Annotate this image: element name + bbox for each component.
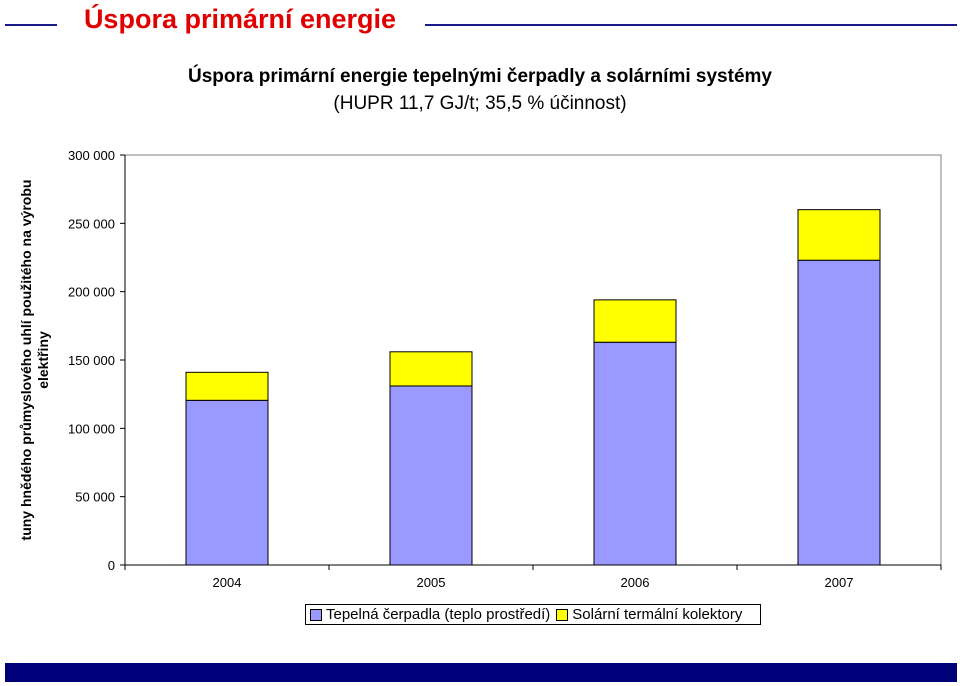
legend: Tepelná čerpadla (teplo prostředí) Solár… xyxy=(305,604,761,625)
y-tick-label: 50 000 xyxy=(75,490,115,505)
legend-label-heat-pumps: Tepelná čerpadla (teplo prostředí) xyxy=(326,606,551,623)
legend-item-heat-pumps: Tepelná čerpadla (teplo prostředí) xyxy=(310,606,550,623)
chart-title: Úspora primární energie tepelnými čerpad… xyxy=(188,66,772,87)
y-tick-label: 150 000 xyxy=(68,353,115,368)
legend-swatch-heat-pumps xyxy=(310,608,322,621)
slide-title: Úspora primární energie xyxy=(60,4,420,35)
y-tick-label: 100 000 xyxy=(68,421,115,436)
header-line-right xyxy=(425,24,957,26)
x-tick-label: 2004 xyxy=(213,575,242,590)
x-tick-label: 2005 xyxy=(417,575,446,590)
y-tick-label: 300 000 xyxy=(68,148,115,163)
legend-item-solar: Solární termální kolektory xyxy=(556,606,742,623)
bars xyxy=(185,209,881,566)
x-tick-label: 2006 xyxy=(621,575,650,590)
bar-solar-2004 xyxy=(185,371,269,401)
bar-solar-2006 xyxy=(593,299,677,343)
x-tick-label: 2007 xyxy=(825,575,854,590)
legend-label-solar: Solární termální kolektory xyxy=(572,606,743,623)
bar-heat-pumps-2005 xyxy=(389,385,473,566)
legend-swatch-solar xyxy=(556,608,569,621)
y-tick-label: 200 000 xyxy=(68,285,115,300)
footer-bar xyxy=(5,663,957,682)
bar-heat-pumps-2004 xyxy=(185,399,269,566)
chart-plot: 0 50 000 100 000 150 000 200 000 250 000 300 0… xyxy=(68,148,942,590)
bar-heat-pumps-2006 xyxy=(593,341,677,566)
bar-solar-2007 xyxy=(797,209,881,261)
chart-subtitle: (HUPR 11,7 GJ/t; 35,5 % účinnost) xyxy=(333,93,627,114)
bar-solar-2005 xyxy=(389,351,473,387)
y-tick-label: 0 xyxy=(108,558,115,573)
x-tick-labels: 2004 2005 2006 2007 xyxy=(213,575,854,590)
y-tick-label: 250 000 xyxy=(68,216,115,231)
header-line-left xyxy=(5,24,57,26)
bar-heat-pumps-2007 xyxy=(797,259,881,566)
